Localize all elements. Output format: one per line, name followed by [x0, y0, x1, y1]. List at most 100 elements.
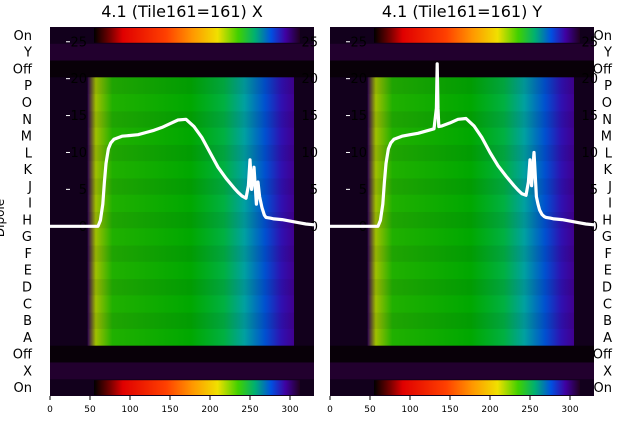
overlay-tick-label-right: 20: [301, 72, 318, 87]
heatmap-row-on: [94, 28, 300, 43]
row-label: I: [608, 197, 612, 212]
overlay-tick-label: 10: [70, 146, 87, 161]
row-label: Y: [603, 46, 612, 61]
row-label: K: [23, 163, 32, 178]
heatmap-row-on: [374, 28, 580, 43]
series-point: [538, 209, 541, 211]
heatmap-row-x: [50, 362, 314, 380]
heatmap-row-off: [50, 60, 314, 78]
series-point: [237, 191, 239, 194]
series-point: [382, 203, 384, 205]
series-point: [247, 184, 250, 187]
series-point: [517, 189, 519, 191]
series-point: [161, 126, 163, 129]
row-label: On: [14, 29, 32, 44]
overlay-tick-label-right: 15: [581, 109, 598, 124]
heatmap-row-i: [87, 194, 294, 212]
series-point: [257, 181, 259, 183]
overlay-tick-label: 10: [350, 146, 367, 161]
row-label: I: [28, 197, 32, 212]
heatmap-row-g: [367, 228, 574, 246]
x-tick-label: 150: [441, 405, 458, 415]
heatmap-row-g: [87, 228, 294, 246]
series-point: [385, 162, 387, 165]
row-label: A: [603, 331, 612, 346]
series-point: [97, 225, 99, 228]
heatmap-row-y: [50, 43, 314, 61]
overlay-tick-label-right: 20: [581, 72, 598, 87]
series-point: [438, 125, 440, 128]
heatmap-row-e: [87, 261, 294, 280]
series-point: [110, 142, 112, 144]
heatmap-row-y: [330, 43, 594, 61]
row-label: P: [24, 79, 32, 94]
series-point: [107, 147, 110, 150]
series-point: [103, 181, 106, 183]
heatmap-row-d: [87, 278, 294, 296]
series-point: [99, 219, 102, 222]
series-point: [269, 217, 271, 219]
row-label: G: [22, 230, 32, 245]
row-label: X: [23, 364, 32, 379]
series-point: [169, 122, 171, 125]
series-point: [529, 159, 531, 161]
series-point: [177, 119, 179, 121]
heatmap-row-n: [367, 110, 574, 129]
series-point: [561, 218, 563, 221]
heatmap-row-l: [367, 144, 574, 162]
series-point: [249, 159, 251, 161]
chart-title: 4.1 (Tile161=161) Y: [382, 2, 543, 21]
series-point: [273, 218, 275, 220]
series-point: [225, 177, 227, 180]
row-label: Off: [13, 348, 33, 363]
series-point: [193, 125, 195, 128]
row-label: J: [27, 180, 32, 195]
series-point: [533, 151, 535, 154]
heatmap-row-l: [87, 144, 294, 162]
heatmap-row-off: [330, 345, 594, 363]
heatmap-row-c: [87, 295, 294, 313]
x-tick-label: 100: [121, 405, 138, 415]
series-point: [569, 220, 571, 222]
overlay-tick-label-right: 5: [310, 183, 318, 198]
x-tick-label: 50: [84, 405, 96, 415]
row-label: N: [602, 113, 612, 128]
overlay-tick-label-right: 0: [590, 220, 598, 235]
overlay-tick-label-right: 15: [301, 109, 318, 124]
heatmap-row-j: [367, 177, 574, 196]
heatmap-row-i: [367, 194, 574, 212]
x-tick-label: 250: [241, 405, 258, 415]
row-label: On: [594, 29, 612, 44]
series-point: [435, 107, 438, 109]
series-point: [105, 162, 107, 165]
heatmap-row-on: [94, 380, 300, 395]
series-point: [505, 175, 507, 177]
heatmap-row-on: [374, 380, 580, 395]
heatmap-row-o: [367, 94, 574, 112]
x-tick-label: 200: [481, 405, 498, 415]
heatmap-row-o: [87, 94, 294, 112]
series-point: [577, 221, 579, 224]
heatmap-row-h: [367, 211, 574, 229]
series-point: [409, 133, 411, 136]
row-label: D: [602, 280, 612, 295]
heatmap-row-j: [87, 177, 294, 196]
series-point: [121, 135, 123, 138]
series-point: [497, 164, 499, 167]
overlay-tick-label: 15: [350, 109, 367, 124]
series-point: [449, 122, 451, 124]
heatmap-row-m: [87, 127, 294, 145]
series-point: [393, 138, 395, 140]
series-point: [153, 129, 155, 132]
series-point: [553, 218, 555, 220]
row-label: F: [25, 247, 32, 262]
series-point: [102, 203, 104, 205]
heatmap-row-h: [87, 211, 294, 229]
series-point: [593, 223, 595, 226]
overlay-tick-label-right: 25: [581, 35, 598, 50]
series-point: [535, 195, 538, 198]
x-tick-label: 100: [401, 405, 418, 415]
overlay-tick-label: 25: [70, 35, 87, 50]
